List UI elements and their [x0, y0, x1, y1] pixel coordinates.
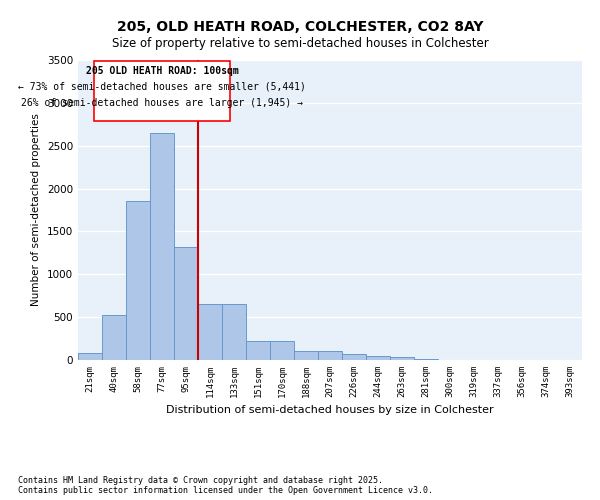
Bar [198, 304, 222, 360]
Bar [102, 314, 126, 360]
Text: 26% of semi-detached houses are larger (1,945) →: 26% of semi-detached houses are larger (… [21, 98, 303, 108]
Text: 205 OLD HEATH ROAD: 100sqm: 205 OLD HEATH ROAD: 100sqm [86, 66, 238, 76]
Bar [414, 359, 438, 360]
Text: 205, OLD HEATH ROAD, COLCHESTER, CO2 8AY: 205, OLD HEATH ROAD, COLCHESTER, CO2 8AY [117, 20, 483, 34]
Bar [390, 358, 414, 360]
Bar [150, 133, 174, 360]
Bar [174, 247, 198, 360]
Bar [318, 352, 342, 360]
Y-axis label: Number of semi-detached properties: Number of semi-detached properties [31, 114, 41, 306]
Bar [270, 341, 294, 360]
Bar [366, 356, 390, 360]
Bar [246, 341, 270, 360]
FancyBboxPatch shape [94, 61, 230, 121]
Bar [294, 350, 318, 360]
X-axis label: Distribution of semi-detached houses by size in Colchester: Distribution of semi-detached houses by … [166, 406, 494, 415]
Text: ← 73% of semi-detached houses are smaller (5,441): ← 73% of semi-detached houses are smalle… [18, 82, 306, 92]
Bar [342, 354, 366, 360]
Bar [78, 353, 102, 360]
Text: Contains HM Land Registry data © Crown copyright and database right 2025.
Contai: Contains HM Land Registry data © Crown c… [18, 476, 433, 495]
Bar [222, 304, 246, 360]
Text: Size of property relative to semi-detached houses in Colchester: Size of property relative to semi-detach… [112, 38, 488, 51]
Bar [126, 202, 150, 360]
